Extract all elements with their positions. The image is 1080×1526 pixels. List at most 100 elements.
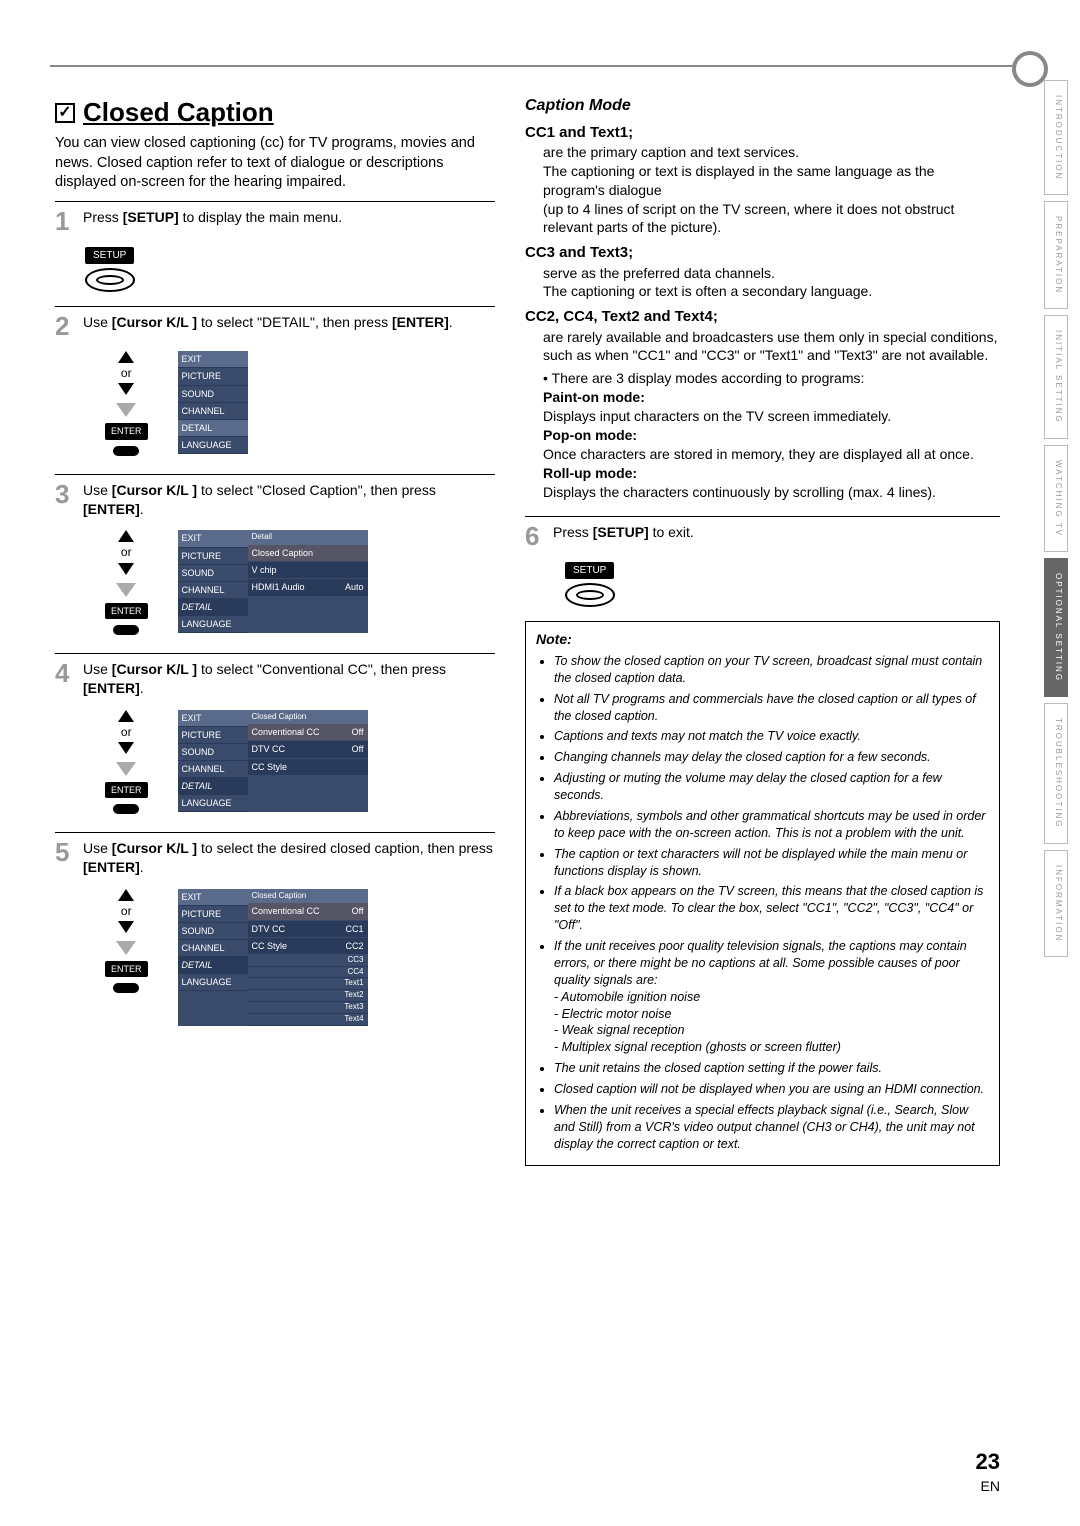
osd-row: DTV CC xyxy=(252,923,286,935)
step-number: 6 xyxy=(525,523,547,549)
nav-arrows: or ENTER xyxy=(105,889,148,993)
divider xyxy=(55,832,495,833)
left-column: ✓ Closed Caption You can view closed cap… xyxy=(55,95,495,1166)
remote-setup: SETUP xyxy=(565,559,1000,608)
check-icon: ✓ xyxy=(55,103,75,123)
pill-button-icon xyxy=(113,983,139,993)
down-arrow-icon xyxy=(118,921,134,933)
note-item: Abbreviations, symbols and other grammat… xyxy=(554,808,989,842)
osd-option: CC3 xyxy=(248,955,368,967)
divider xyxy=(55,474,495,475)
step-text: Use [Cursor K/L ] to select "Conventiona… xyxy=(83,661,446,696)
text: Displays input characters on the TV scre… xyxy=(543,407,1000,426)
note-box: Note: To show the closed caption on your… xyxy=(525,621,1000,1166)
up-arrow-icon xyxy=(118,351,134,363)
osd-row: CC Style xyxy=(252,940,288,952)
osd-sound: SOUND xyxy=(178,923,248,940)
osd-row: Closed Caption xyxy=(252,547,314,559)
divider xyxy=(525,516,1000,517)
setup-button-icon: SETUP xyxy=(85,247,134,265)
note-item: The caption or text characters will not … xyxy=(554,846,989,880)
text: The captioning or text is displayed in t… xyxy=(543,163,934,198)
step-1: 1 Press [SETUP] to display the main menu… xyxy=(55,208,495,234)
step-3: 3 Use [Cursor K/L ] to select "Closed Ca… xyxy=(55,481,495,519)
osd-exit: EXIT xyxy=(178,530,248,547)
text: There are 3 display modes according to p… xyxy=(552,370,865,386)
step-number: 5 xyxy=(55,839,77,877)
pill-button-icon xyxy=(113,804,139,814)
note-item: Adjusting or muting the volume may delay… xyxy=(554,770,989,804)
cc3-body: serve as the preferred data channels. Th… xyxy=(525,264,1000,302)
step-number: 4 xyxy=(55,660,77,698)
osd-sound: SOUND xyxy=(178,744,248,761)
osd-cc-options: EXIT PICTURE SOUND CHANNEL DETAIL LANGUA… xyxy=(178,889,368,1026)
enter-label: ENTER xyxy=(105,782,148,798)
osd-row: Conventional CC xyxy=(252,905,320,917)
page-lang: EN xyxy=(981,1478,1000,1494)
down-arrow-icon xyxy=(118,742,134,754)
page-title: Closed Caption xyxy=(83,95,274,130)
osd-detail: DETAIL xyxy=(178,778,248,795)
up-arrow-icon xyxy=(118,530,134,542)
note-item: Changing channels may delay the closed c… xyxy=(554,749,989,766)
down-arrow-icon xyxy=(118,383,134,395)
osd-val: Off xyxy=(352,743,364,755)
osd-sound: SOUND xyxy=(178,386,248,403)
up-arrow-icon xyxy=(118,710,134,722)
text: (up to 4 lines of script on the TV scree… xyxy=(543,201,954,236)
osd-val: CC1 xyxy=(346,923,364,935)
text: serve as the preferred data channels. xyxy=(543,265,775,281)
side-tab: INFORMATION xyxy=(1044,850,1068,957)
osd-option: Text1 xyxy=(248,978,368,990)
osd-row: CC Style xyxy=(252,761,288,773)
step-5: 5 Use [Cursor K/L ] to select the desire… xyxy=(55,839,495,877)
remote-setup: SETUP xyxy=(85,244,495,293)
intro-text: You can view closed captioning (cc) for … xyxy=(55,134,495,193)
cc2-title: CC2, CC4, Text2 and Text4; xyxy=(525,307,1000,327)
step-number: 2 xyxy=(55,313,77,339)
osd-detail: DETAIL xyxy=(178,599,248,616)
note-list: To show the closed caption on your TV sc… xyxy=(536,653,989,1153)
osd-detail: DETAIL xyxy=(178,420,248,437)
osd-val: Off xyxy=(352,905,364,917)
side-tab: WATCHING TV xyxy=(1044,445,1068,552)
osd-picture: PICTURE xyxy=(178,368,248,385)
osd-exit: EXIT xyxy=(178,710,248,727)
divider xyxy=(55,201,495,202)
step-text: Use [Cursor K/L ] to select "Closed Capt… xyxy=(83,482,436,517)
osd-row: DTV CC xyxy=(252,743,286,755)
mode-title: Pop-on mode: xyxy=(543,426,1000,445)
step-number: 1 xyxy=(55,208,77,234)
side-tab: INITIAL SETTING xyxy=(1044,315,1068,439)
side-tab: OPTIONAL SETTING xyxy=(1044,558,1068,697)
note-item: If the unit receives poor quality televi… xyxy=(554,938,989,1056)
oval-button-icon xyxy=(85,268,135,292)
down-arrow-icon xyxy=(118,563,134,575)
or-label: or xyxy=(121,724,132,740)
step-2: 2 Use [Cursor K/L ] to select "DETAIL", … xyxy=(55,313,495,339)
osd-val: CC2 xyxy=(346,940,364,952)
osd-exit: EXIT xyxy=(178,351,248,368)
divider xyxy=(55,653,495,654)
text: Displays the characters continuously by … xyxy=(543,483,1000,502)
step-4: 4 Use [Cursor K/L ] to select "Conventio… xyxy=(55,660,495,698)
osd-picture: PICTURE xyxy=(178,727,248,744)
osd-sound: SOUND xyxy=(178,565,248,582)
nav-osd-2: or ENTER EXIT PICTURE SOUND CHANNEL DETA… xyxy=(105,351,495,455)
osd-picture: PICTURE xyxy=(178,548,248,565)
osd-menu: EXIT PICTURE SOUND CHANNEL DETAIL LANGUA… xyxy=(178,351,368,454)
osd-language: LANGUAGE xyxy=(178,616,248,633)
osd-val: Auto xyxy=(345,581,364,593)
text: are rarely available and broadcasters us… xyxy=(543,329,997,364)
text: The captioning or text is often a second… xyxy=(543,283,872,299)
select-arrow-icon xyxy=(116,403,136,417)
osd-channel: CHANNEL xyxy=(178,940,248,957)
osd-row: V chip xyxy=(252,564,277,576)
osd-detail: DETAIL xyxy=(178,957,248,974)
osd-language: LANGUAGE xyxy=(178,795,248,812)
select-arrow-icon xyxy=(116,583,136,597)
page-number-value: 23 xyxy=(976,1447,1000,1477)
osd-option: Text2 xyxy=(248,990,368,1002)
step-text: Press [SETUP] to exit. xyxy=(553,524,694,540)
step-text: Use [Cursor K/L ] to select the desired … xyxy=(83,840,493,875)
